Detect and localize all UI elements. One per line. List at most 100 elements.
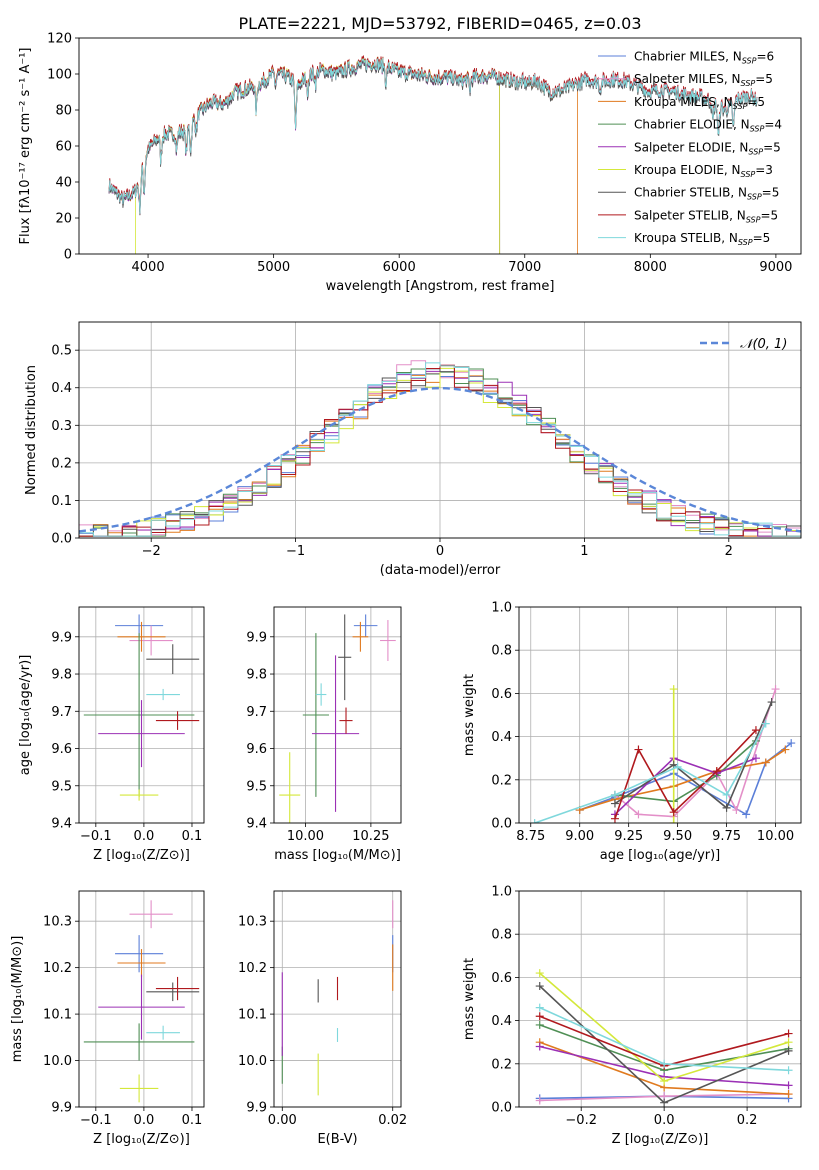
weight-marker bbox=[751, 726, 760, 735]
y-tick-label: 0.4 bbox=[491, 730, 512, 745]
x-tick-label: 10.00 bbox=[287, 829, 324, 844]
y-tick-label: 0.8 bbox=[491, 928, 512, 943]
y-axis-label: Flux [fλ10⁻¹⁷ erg cm⁻² s⁻¹ A⁻¹] bbox=[18, 48, 33, 245]
legend-entry: Salpeter MILES, NSSP=5 bbox=[634, 72, 773, 88]
weight-marker bbox=[535, 969, 544, 978]
y-tick-label: 0.0 bbox=[491, 817, 512, 832]
y-tick-label: 0.0 bbox=[491, 1101, 512, 1116]
weight-marker bbox=[669, 808, 678, 817]
legend-entry: Chabrier ELODIE, NSSP=4 bbox=[634, 118, 782, 134]
y-tick-label: 0.4 bbox=[51, 381, 72, 396]
x-tick-label: 9.75 bbox=[712, 829, 741, 844]
spectrum-line bbox=[108, 57, 758, 214]
y-tick-label: 0.2 bbox=[51, 456, 72, 471]
weight-marker bbox=[781, 745, 790, 754]
x-tick-label: 0.2 bbox=[737, 1113, 758, 1128]
legend-sub: SSP bbox=[733, 102, 748, 111]
x-tick-label: 7000 bbox=[508, 260, 541, 275]
mass-vs-EBV-axes: 0.00 0.02 9.9 10.0 10.1 10.2 10.3 E(B-V) bbox=[238, 890, 407, 1147]
legend-entry: Kroupa STELIB, NSSP=5 bbox=[634, 231, 770, 247]
x-tick-label: 0.0 bbox=[654, 1113, 675, 1128]
y-tick-label: 10.2 bbox=[238, 961, 267, 976]
x-tick-label: 0.02 bbox=[378, 1113, 407, 1128]
legend-entry: 𝒩(0, 1) bbox=[740, 337, 787, 352]
weight-marker bbox=[669, 819, 678, 823]
y-tick-label: 9.9 bbox=[51, 630, 72, 645]
x-tick-label: 10.25 bbox=[352, 829, 389, 844]
axes-frame bbox=[78, 37, 802, 255]
x-axis-label: Z [log₁₀(Z/Z⊙)] bbox=[93, 1132, 190, 1147]
figure-title: PLATE=2221, MJD=53792, FIBERID=0465, z=0… bbox=[238, 14, 641, 33]
y-tick-label: 0.0 bbox=[51, 532, 72, 547]
legend-sub: SSP bbox=[746, 215, 761, 224]
legend-name: Kroupa STELIB, N bbox=[634, 231, 738, 245]
legend-name: Chabrier ELODIE, N bbox=[634, 118, 750, 132]
legend-name: Salpeter MILES, N bbox=[634, 72, 741, 86]
x-tick-label: 9.50 bbox=[663, 829, 692, 844]
gaussian-curve bbox=[79, 386, 801, 533]
weight-marker bbox=[784, 1038, 793, 1047]
weight-marker bbox=[761, 719, 770, 728]
x-tick-label: 6000 bbox=[383, 260, 416, 275]
legend-entry: Kroupa ELODIE, NSSP=3 bbox=[634, 163, 773, 179]
x-tick-label: 0.0 bbox=[134, 829, 155, 844]
x-axis-label: (data-model)/error bbox=[380, 563, 501, 578]
legend-sub: SSP bbox=[742, 57, 757, 66]
axes-frame bbox=[78, 321, 802, 539]
legend-nssp: =5 bbox=[753, 231, 771, 245]
legend-name: Salpeter ELODIE, N bbox=[634, 140, 748, 154]
legend-sub: SSP bbox=[747, 193, 762, 202]
weight-vs-age-axes: 8.75 9.00 9.25 9.50 9.75 10.00 0.0 0.2 0.4 0.6 0.8… bbox=[462, 601, 802, 863]
legend-name: Kroupa ELODIE, N bbox=[634, 163, 741, 177]
y-tick-label: 1.0 bbox=[491, 885, 512, 900]
weight-line bbox=[579, 748, 786, 811]
histogram-step bbox=[79, 362, 801, 538]
x-tick-label: 8000 bbox=[634, 260, 667, 275]
weight-marker bbox=[535, 1096, 544, 1105]
y-tick-label: 0.6 bbox=[491, 971, 512, 986]
legend-nssp: =5 bbox=[760, 208, 778, 222]
spectrum-line bbox=[135, 56, 501, 254]
legend-name: Chabrier MILES, N bbox=[634, 50, 742, 64]
y-axis-label: mass weight bbox=[462, 674, 477, 756]
weight-marker bbox=[712, 767, 721, 776]
weight-marker bbox=[761, 758, 770, 767]
mass-vs-EBV-plot-area bbox=[281, 900, 394, 1096]
spectrum-line bbox=[108, 58, 578, 254]
legend-name: Chabrier STELIB, N bbox=[634, 186, 747, 200]
weight-marker bbox=[535, 1003, 544, 1012]
y-tick-label: 120 bbox=[47, 32, 72, 47]
weight-marker bbox=[787, 739, 796, 748]
x-axis-label: wavelength [Angstrom, rest frame] bbox=[326, 279, 555, 294]
weight-marker bbox=[732, 806, 741, 815]
y-axis-label: age [log₁₀(age/yr)] bbox=[18, 655, 33, 776]
weight-line bbox=[534, 723, 767, 823]
legend-sub: SSP bbox=[738, 238, 753, 247]
residuals-plot-area bbox=[79, 360, 801, 538]
y-tick-label: 10.0 bbox=[43, 1054, 72, 1069]
weight-marker bbox=[784, 1029, 793, 1038]
y-tick-label: 10.0 bbox=[238, 1054, 267, 1069]
y-tick-label: 0.2 bbox=[491, 1057, 512, 1072]
weight-marker bbox=[660, 1077, 669, 1086]
axes-frame bbox=[273, 606, 402, 824]
weight-marker bbox=[610, 799, 619, 808]
weight-marker bbox=[634, 745, 643, 754]
axes-frame bbox=[518, 890, 802, 1108]
y-axis-label: Normed distribution bbox=[24, 365, 39, 495]
weight-marker bbox=[535, 1020, 544, 1029]
legend-sub: SSP bbox=[750, 125, 765, 134]
y-tick-label: 0.5 bbox=[51, 344, 72, 359]
y-tick-label: 0.6 bbox=[491, 687, 512, 702]
y-tick-label: 9.4 bbox=[51, 817, 72, 832]
y-axis-label: mass weight bbox=[462, 958, 477, 1040]
y-tick-label: 9.7 bbox=[51, 705, 72, 720]
weight-line bbox=[614, 757, 757, 815]
legend-sub: SSP bbox=[748, 147, 763, 156]
x-tick-label: 0.0 bbox=[134, 1113, 155, 1128]
y-tick-label: 9.6 bbox=[51, 742, 72, 757]
y-tick-label: 9.9 bbox=[51, 1101, 72, 1116]
legend-entry: Chabrier MILES, NSSP=6 bbox=[634, 50, 774, 66]
